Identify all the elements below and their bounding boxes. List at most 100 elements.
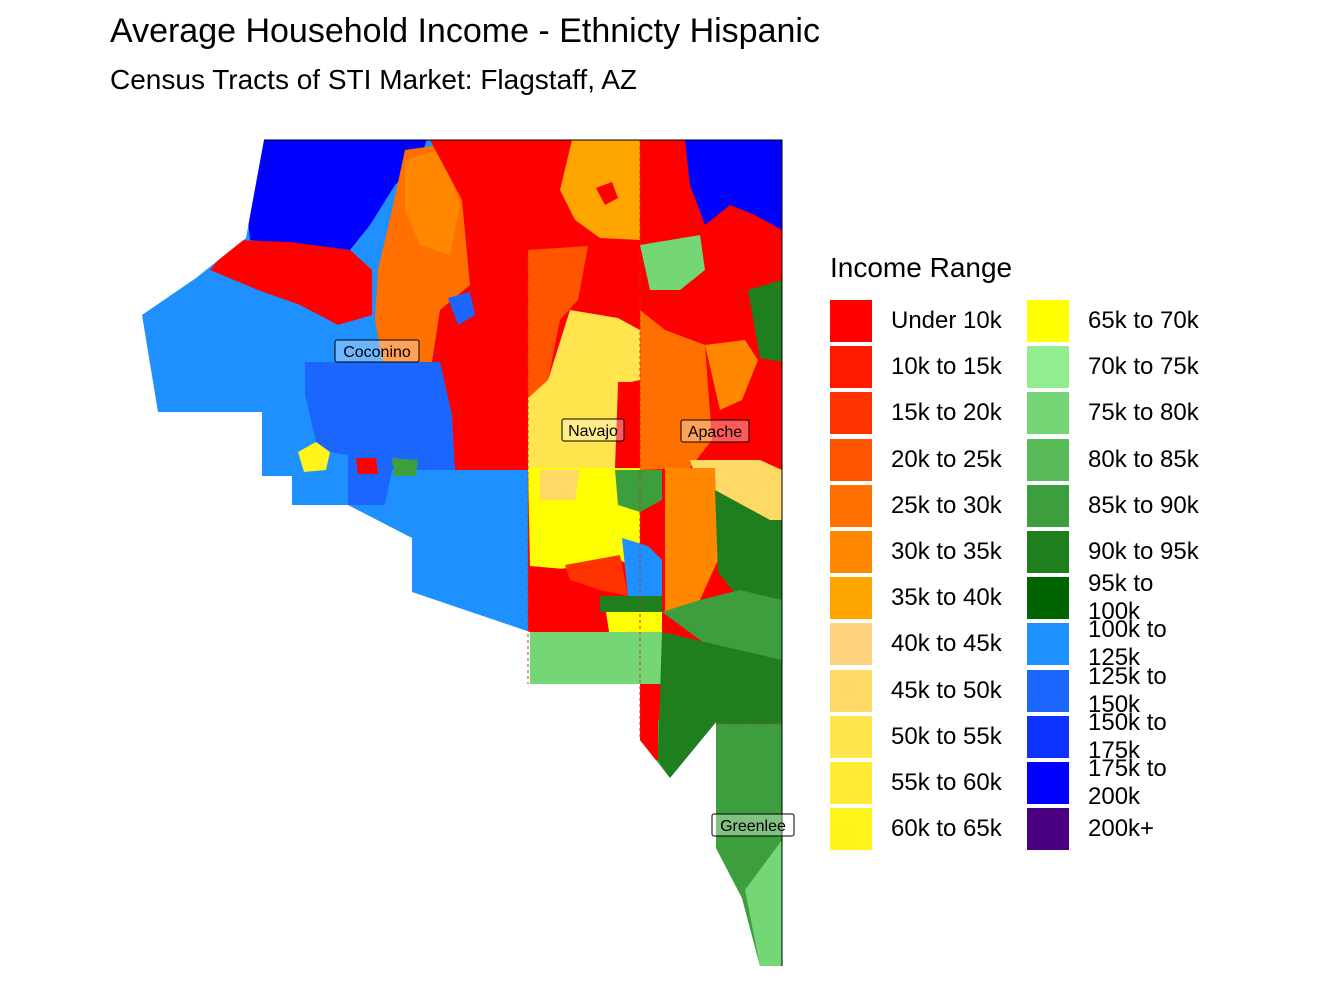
legend-swatch	[1027, 484, 1069, 527]
tract-region	[640, 700, 658, 760]
tract-region	[305, 362, 455, 505]
legend-swatch	[830, 300, 872, 343]
tract-region	[405, 150, 460, 255]
tract-region	[665, 468, 718, 612]
legend-swatch	[1027, 761, 1069, 804]
legend-label: 35k to 40k	[891, 584, 1002, 612]
tract-region	[640, 235, 705, 290]
legend-item: 175k to 200k	[1027, 755, 1208, 810]
county-label-navajo: Navajo	[561, 418, 625, 442]
tract-region	[658, 632, 782, 778]
svg-text:Greenlee: Greenlee	[720, 818, 786, 835]
legend-label: 15k to 20k	[891, 399, 1002, 427]
legend-item: 30k to 35k	[830, 529, 1011, 575]
legend-label: 95k to 100k	[1088, 570, 1154, 626]
legend-swatch	[1027, 531, 1069, 574]
legend-label: 75k to 80k	[1088, 399, 1199, 427]
legend-title: Income Range	[830, 252, 1013, 283]
legend-item: Under 10k	[830, 298, 1011, 344]
tract-region	[745, 840, 782, 966]
legend-item: 95k to 100k	[1027, 570, 1208, 625]
legend-swatch	[830, 438, 872, 481]
legend-item: 45k to 50k	[830, 668, 1011, 714]
legend-item: 150k to 175k	[1027, 709, 1208, 764]
tract-region	[392, 458, 418, 476]
legend-swatch	[1027, 808, 1069, 851]
legend-swatch	[1027, 392, 1069, 435]
legend-item: 200k+	[1027, 806, 1208, 852]
tract-region	[748, 280, 782, 362]
legend-label: 30k to 35k	[891, 538, 1002, 566]
tract-region	[705, 340, 758, 410]
svg-text:Navajo: Navajo	[568, 423, 618, 440]
legend-item: 100k to 125k	[1027, 616, 1208, 671]
legend-item: 75k to 80k	[1027, 390, 1208, 436]
legend-item: 10k to 15k	[830, 344, 1011, 390]
legend-swatch	[830, 715, 872, 758]
legend-item: 60k to 65k	[830, 806, 1011, 852]
legend-label: 150k to 175k	[1088, 708, 1167, 764]
legend-swatch	[830, 531, 872, 574]
county-label-apache: Apache	[680, 419, 750, 443]
legend-label: 10k to 15k	[891, 353, 1002, 381]
legend-label: 20k to 25k	[891, 445, 1002, 473]
legend-label: 100k to 125k	[1088, 616, 1167, 672]
legend-swatch	[1027, 577, 1069, 620]
tract-region	[430, 140, 572, 470]
tract-region	[528, 246, 588, 398]
legend-label: 25k to 30k	[891, 491, 1002, 519]
tract-region	[298, 442, 330, 472]
legend-item: 25k to 30k	[830, 483, 1011, 529]
svg-text:Apache: Apache	[688, 424, 742, 441]
legend-label: 85k to 90k	[1088, 491, 1199, 519]
legend-label: 55k to 60k	[891, 768, 1002, 796]
tract-region	[596, 182, 618, 205]
tract-region	[565, 555, 628, 596]
tract-region	[715, 490, 782, 600]
legend-label: 125k to 150k	[1088, 662, 1167, 718]
legend-item: 35k to 40k	[830, 575, 1011, 621]
legend-label: 45k to 50k	[891, 676, 1002, 704]
tract-region	[540, 470, 580, 500]
legend-swatch	[1027, 346, 1069, 389]
legend-swatch	[830, 808, 872, 851]
legend-swatch	[1027, 438, 1069, 481]
legend-swatch	[830, 484, 872, 527]
tract-region	[600, 596, 662, 612]
legend-column-1: Under 10k 10k to 15k 15k to 20k 20k to 25k 2…	[830, 298, 1011, 852]
legend-label: 70k to 75k	[1088, 353, 1199, 381]
tract-region	[685, 140, 782, 230]
svg-text:Coconino: Coconino	[343, 344, 411, 361]
legend-label: 50k to 55k	[891, 722, 1002, 750]
legend-swatch	[830, 623, 872, 666]
legend-item: 20k to 25k	[830, 437, 1011, 483]
map-subtitle: Census Tracts of STI Market: Flagstaff, …	[110, 64, 637, 95]
tract-region	[210, 240, 372, 325]
legend: Income Range Under 10k 10k to 15k 15k to 2…	[830, 252, 1208, 852]
legend-swatch	[830, 761, 872, 804]
tract-region	[356, 458, 378, 474]
legend-item: 15k to 20k	[830, 390, 1011, 436]
tract-region	[528, 310, 640, 468]
tract-region	[622, 538, 662, 598]
legend-swatch	[1027, 300, 1069, 343]
tract-region	[448, 292, 475, 325]
legend-swatch	[830, 346, 872, 389]
legend-item: 65k to 70k	[1027, 298, 1208, 344]
tract-region	[615, 470, 662, 512]
legend-item: 40k to 45k	[830, 621, 1011, 667]
tract-regions	[142, 140, 782, 966]
legend-label: 175k to 200k	[1088, 754, 1167, 810]
legend-swatch	[1027, 669, 1069, 712]
legend-item: 125k to 150k	[1027, 663, 1208, 718]
legend-label: 65k to 70k	[1088, 307, 1199, 335]
legend-item: 85k to 90k	[1027, 483, 1208, 529]
legend-item: 70k to 75k	[1027, 344, 1208, 390]
legend-swatch	[830, 577, 872, 620]
region-outline	[264, 139, 783, 966]
legend-item: 90k to 95k	[1027, 529, 1208, 575]
tract-region	[240, 140, 430, 250]
legend-label: 200k+	[1088, 815, 1155, 843]
legend-label: 60k to 65k	[891, 815, 1002, 843]
